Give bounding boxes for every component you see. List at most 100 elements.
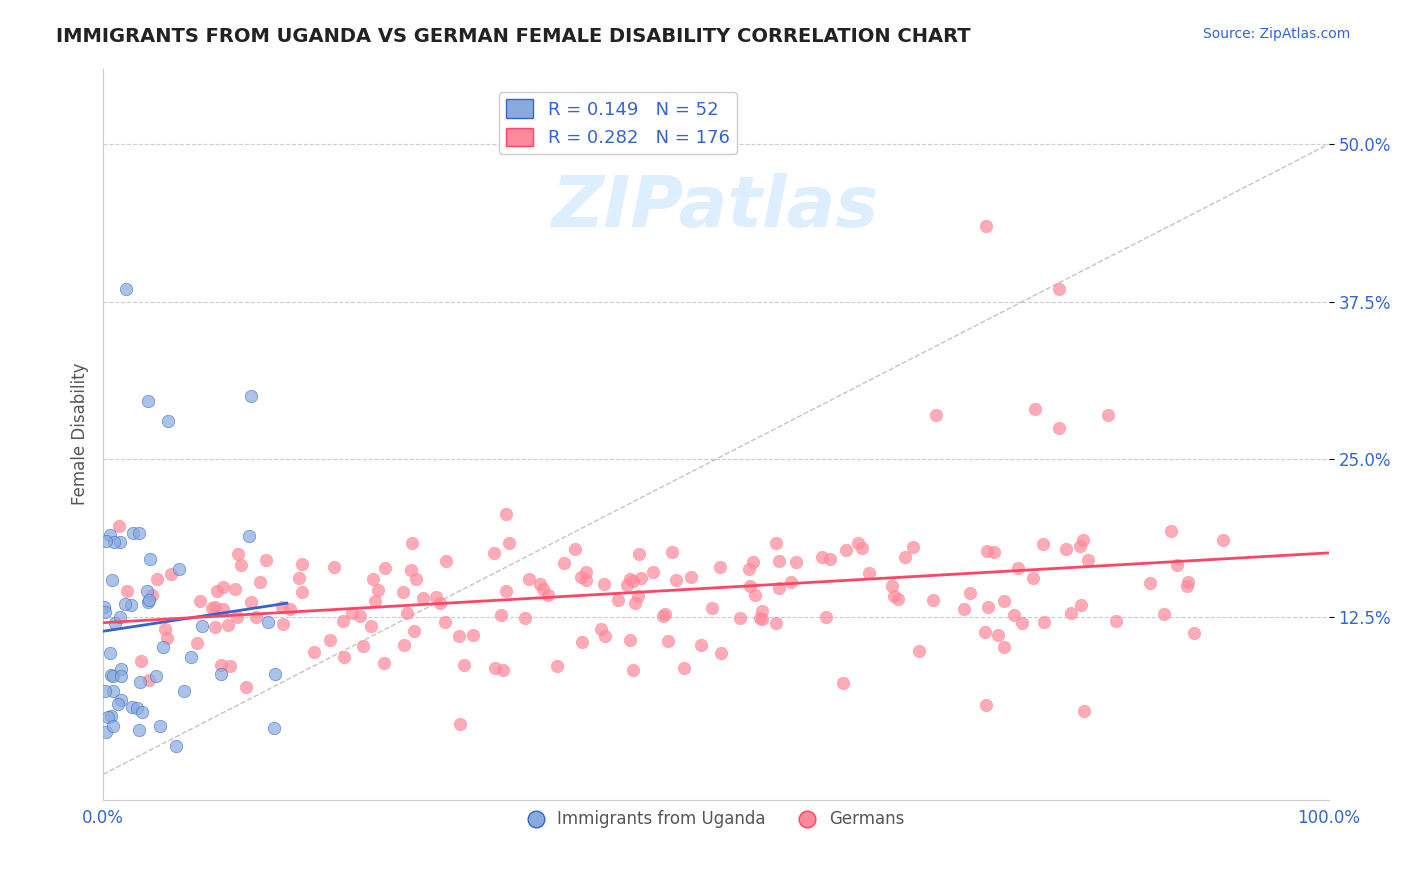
Point (120, 598, 142, 612)
Point (278, 602, 301, 616)
Point (94, 683, 117, 698)
Point (429, 597, 451, 611)
Point (107, 519, 129, 533)
Point (167, 562, 190, 576)
Point (959, 586, 981, 600)
Point (983, 544, 1005, 558)
Point (1071, 533, 1094, 547)
Point (145, 572, 167, 586)
Point (115, 282, 138, 296)
Point (323, 560, 346, 574)
Point (114, 597, 136, 611)
Point (128, 525, 150, 540)
Point (240, 595, 263, 609)
Point (190, 619, 212, 633)
Point (1160, 524, 1182, 539)
Text: ZIPatlas: ZIPatlas (553, 173, 880, 242)
Point (1177, 574, 1199, 589)
Point (156, 631, 179, 645)
Point (235, 681, 257, 695)
Point (104, 615, 127, 630)
Point (546, 658, 568, 673)
Point (489, 608, 512, 623)
Point (657, 634, 679, 648)
Point (780, 575, 803, 590)
Point (136, 584, 159, 599)
Point (204, 600, 226, 615)
Point (257, 615, 280, 630)
Point (1070, 599, 1092, 613)
Point (373, 657, 395, 671)
Point (1105, 614, 1128, 628)
Point (515, 611, 537, 625)
Point (886, 591, 908, 606)
Point (1031, 537, 1053, 551)
Point (332, 615, 354, 629)
Point (922, 593, 945, 607)
Point (263, 721, 285, 735)
Point (291, 558, 314, 572)
Point (288, 571, 311, 585)
Point (396, 607, 419, 621)
Point (1153, 607, 1175, 621)
Point (128, 675, 150, 690)
Point (110, 692, 132, 706)
Point (361, 572, 384, 586)
Point (1166, 558, 1188, 572)
Point (101, 684, 124, 698)
Point (149, 719, 172, 733)
Point (624, 596, 647, 610)
Point (993, 593, 1015, 607)
Point (103, 534, 125, 549)
Point (138, 552, 160, 566)
Point (814, 609, 837, 624)
Point (679, 570, 702, 584)
Point (271, 600, 294, 615)
Point (107, 698, 129, 712)
Point (401, 536, 423, 550)
Point (571, 635, 593, 649)
Point (883, 589, 905, 603)
Text: IMMIGRANTS FROM UGANDA VS GERMAN FEMALE DISABILITY CORRELATION CHART: IMMIGRANTS FROM UGANDA VS GERMAN FEMALE … (56, 27, 972, 45)
Point (226, 610, 249, 624)
Point (974, 624, 997, 639)
Legend: Immigrants from Uganda, Germans: Immigrants from Uganda, Germans (520, 804, 911, 835)
Point (121, 699, 143, 714)
Point (405, 572, 427, 586)
Point (271, 617, 294, 632)
Point (209, 667, 232, 681)
Point (607, 593, 630, 607)
Point (125, 701, 148, 715)
Point (94, 725, 117, 739)
Point (751, 604, 773, 618)
Point (245, 610, 267, 624)
Point (152, 640, 174, 654)
Point (209, 657, 232, 672)
Point (186, 635, 208, 649)
Point (226, 547, 249, 561)
Point (768, 581, 790, 595)
Point (785, 556, 807, 570)
Point (224, 582, 246, 596)
Point (564, 541, 586, 556)
Point (349, 609, 371, 624)
Point (101, 668, 124, 682)
Point (738, 562, 761, 576)
Point (749, 611, 772, 625)
Point (575, 573, 598, 587)
Point (180, 650, 202, 665)
Point (1024, 401, 1046, 416)
Point (589, 622, 612, 636)
Point (264, 666, 287, 681)
Point (628, 547, 651, 561)
Point (1002, 607, 1025, 622)
Point (333, 649, 356, 664)
Point (851, 541, 873, 555)
Point (575, 565, 598, 579)
Point (173, 684, 195, 698)
Point (846, 536, 869, 550)
Point (93, 600, 115, 615)
Point (728, 611, 751, 625)
Point (141, 588, 163, 602)
Point (665, 573, 688, 587)
